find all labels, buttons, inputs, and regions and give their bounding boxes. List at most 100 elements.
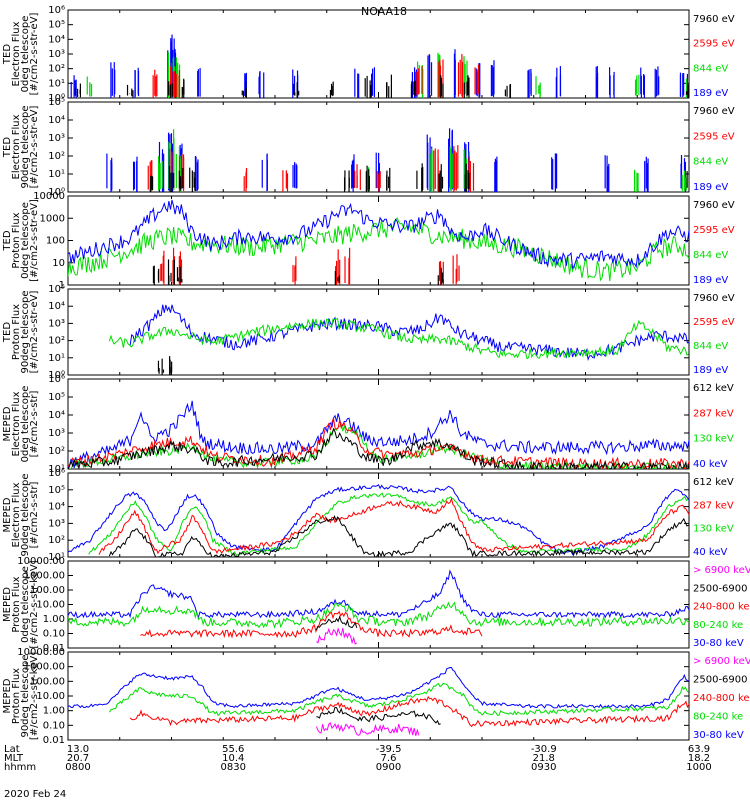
y-tick-label: 10.00 — [36, 600, 65, 611]
y-tick-label: 0.01 — [43, 735, 65, 746]
footer-mlt: 21.8 — [533, 753, 555, 764]
series-844-ev — [108, 317, 689, 360]
y-tick-label: 10¹ — [48, 78, 65, 89]
series-group — [70, 34, 689, 98]
y-tick-label: 10⁴ — [48, 115, 65, 126]
y-tick-label: 10⁵ — [48, 392, 65, 403]
legend-entry: 130 keV — [693, 524, 734, 535]
footer-hhmm: 0900 — [376, 762, 401, 773]
y-axis-label-line: Electron Flux — [11, 114, 22, 179]
y-tick-label: 1000.00 — [24, 571, 65, 582]
footer-mlt: 20.7 — [67, 753, 89, 764]
footer-hhmm: 0830 — [221, 762, 246, 773]
legend-entry: 2500-6900 — [693, 583, 748, 594]
y-tick-label: 10⁰ — [48, 93, 65, 104]
series-844-ev — [68, 217, 689, 282]
legend-entry: 844 eV — [693, 63, 728, 74]
panel-3: 10⁰ 10¹ 10² 10³ 10⁴ 10⁵ TEDProton Flux90deg te… — [2, 284, 735, 381]
y-tick-label: 100.00 — [30, 676, 65, 687]
y-axis-label-line: 90deg telescope — [20, 290, 31, 373]
series-287-kev — [98, 497, 689, 555]
legend-entry: 2500-6900 — [693, 675, 748, 686]
y-tick-label: 1.00 — [43, 614, 65, 625]
y-tick-label: 10² — [48, 446, 65, 457]
y-axis-label-line: Proton Flux — [11, 304, 22, 360]
y-axis-label-line: MEPED — [2, 406, 13, 441]
legend-entry: 240-800 ke — [693, 693, 750, 704]
legend-entry: 2595 eV — [693, 39, 735, 50]
y-tick-label: 1.00 — [43, 706, 65, 717]
y-axis-label-line: 0deg telescope — [20, 202, 31, 279]
y-axis-label-line: Electron Flux — [11, 391, 22, 456]
y-axis-label-line: Proton Flux — [11, 668, 22, 724]
footer-lat: 55.6 — [222, 744, 244, 755]
y-tick-label: 10⁶ — [48, 5, 65, 16]
legend-entry: 287 keV — [693, 500, 734, 511]
y-axis-label-line: [#/cm2-s-str] — [29, 390, 40, 457]
footer-lat: -30.9 — [531, 744, 557, 755]
legend-entry: 2595 eV — [693, 131, 735, 142]
legend-entry: 844 eV — [693, 341, 728, 352]
legend-entry: 130 keV — [693, 434, 734, 445]
series-group — [68, 400, 689, 469]
series-group — [68, 199, 689, 285]
legend-entry: 7960 eV — [693, 293, 735, 304]
panel-4: 10¹ 10² 10³ 10⁴ 10⁵ 10⁶ MEPEDElectron Flux0deg… — [2, 374, 734, 475]
y-tick-label: 10000.00 — [17, 647, 65, 658]
series-612-kev — [108, 514, 689, 557]
y-axis-label-line: MEPED — [2, 497, 13, 532]
series-130-kev — [88, 492, 689, 557]
series-2500-6900 — [316, 706, 441, 726]
y-tick-label: 10⁵ — [48, 485, 65, 496]
legend-entry: 612 keV — [693, 383, 734, 394]
series-group — [68, 569, 689, 645]
footer-hhmm: 0930 — [531, 762, 556, 773]
legend-entry: 7960 eV — [693, 200, 735, 211]
series-30-80-kev — [68, 666, 689, 709]
y-tick-label: 10.00 — [36, 691, 65, 702]
y-axis-label-line: TED — [2, 322, 13, 343]
y-tick-label: 10000 — [33, 191, 65, 202]
y-axis-label: MEPEDElectron Flux0deg telescope[#/cm2-s… — [2, 386, 40, 463]
y-axis-label-line: [#/cm2-s-str-keV] — [29, 560, 40, 648]
y-tick-label: 10⁵ — [48, 284, 65, 295]
y-tick-label: 10¹ — [48, 353, 65, 364]
y-axis-label: TEDElectron Flux90deg telescope[#/cm2-s-… — [2, 105, 40, 188]
footer-mlt: 10.4 — [222, 753, 244, 764]
legend-entry: 287 keV — [693, 408, 734, 419]
y-axis-label-line: Proton Flux — [11, 576, 22, 632]
y-axis-label-line: [#/cm2-s-str-eV] — [29, 291, 40, 374]
y-tick-label: 10000.00 — [17, 556, 65, 567]
y-tick-label: 10² — [48, 151, 65, 162]
legend-entry: 40 keV — [693, 547, 727, 558]
y-axis-label-line: [#/cm2-s-str-eV] — [29, 13, 40, 96]
y-axis-label-line: 90deg telescope — [20, 473, 31, 556]
y-tick-label: 100.00 — [30, 585, 65, 596]
panel-6: 0.010.101.0010.00100.001000.0010000.00ME… — [2, 556, 750, 654]
y-tick-label: 10⁰ — [48, 187, 65, 198]
y-tick-label: 10¹ — [48, 552, 65, 563]
legend-entry: 844 eV — [693, 250, 728, 261]
series-240-800-ke — [129, 695, 689, 728]
legend-entry: 189 eV — [693, 88, 728, 99]
y-tick-label: 10¹ — [48, 169, 65, 180]
y-axis-label: TEDProton Flux90deg telescope[#/cm2-s-st… — [2, 290, 40, 373]
series-240-800-ke — [140, 610, 483, 639]
y-tick-label: 100 — [46, 236, 65, 247]
y-axis-label-line: 0deg telescope — [20, 16, 31, 93]
legend-entry: > 6900 keV — [693, 565, 750, 576]
y-axis-label-line: MEPED — [2, 678, 13, 713]
y-tick-label: 10² — [48, 336, 65, 347]
y-axis-label: MEPEDProton Flux90deg telescope[#/cm2-s-… — [2, 652, 40, 740]
y-tick-label: 1 — [59, 280, 65, 291]
legend-entry: 30-80 keV — [693, 730, 744, 741]
y-tick-label: 10² — [48, 535, 65, 546]
panel-0: 10⁰ 10¹ 10² 10³ 10⁴ 10⁵ 10⁶ TEDElectron Flux0de… — [2, 5, 735, 104]
series-189-ev — [129, 304, 689, 362]
y-tick-label: 10⁵ — [48, 20, 65, 31]
y-tick-label: 10⁶ — [48, 468, 65, 479]
